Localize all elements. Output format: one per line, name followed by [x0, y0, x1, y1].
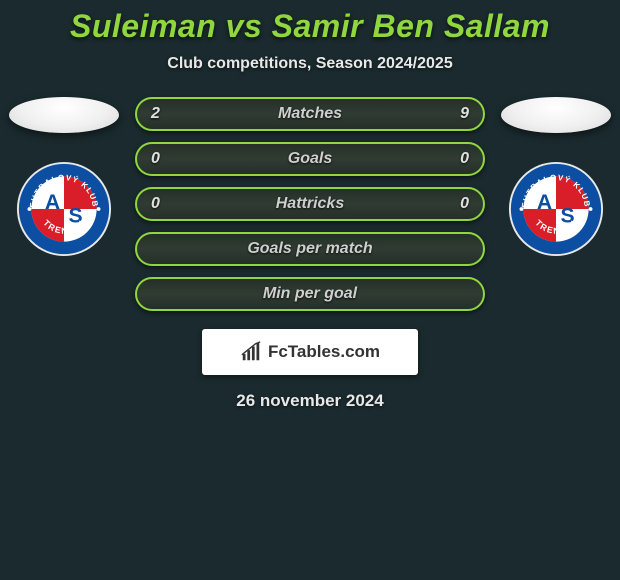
trencin-badge-icon: A S FUTBALOVÝ KLUB TRENČÍN — [16, 161, 112, 257]
stat-left-value: 0 — [151, 150, 171, 168]
stat-label: Goals — [137, 150, 483, 168]
bar-chart-icon — [240, 341, 262, 363]
right-player-column: A S FUTBALOVÝ KLUB TRENČÍN — [496, 97, 616, 257]
svg-text:A: A — [537, 191, 552, 214]
stat-label: Matches — [137, 105, 483, 123]
stat-row-matches: 2 Matches 9 — [135, 97, 485, 131]
stat-label: Goals per match — [137, 240, 483, 258]
left-player-column: A S FUTBALOVÝ KLUB TRENČÍN — [4, 97, 124, 257]
stat-right-value: 9 — [449, 105, 469, 123]
left-player-avatar-placeholder — [9, 97, 119, 133]
stat-left-value: 0 — [151, 195, 171, 213]
stat-label: Hattricks — [137, 195, 483, 213]
brand-card[interactable]: FcTables.com — [202, 329, 418, 375]
stat-right-value: 0 — [449, 150, 469, 168]
page-title: Suleiman vs Samir Ben Sallam — [0, 8, 620, 45]
trencin-badge-icon: A S FUTBALOVÝ KLUB TRENČÍN — [508, 161, 604, 257]
stat-row-goals: 0 Goals 0 — [135, 142, 485, 176]
stat-left-value: 2 — [151, 105, 171, 123]
comparison-card: Suleiman vs Samir Ben Sallam Club compet… — [0, 0, 620, 411]
subtitle: Club competitions, Season 2024/2025 — [0, 55, 620, 73]
stat-label: Min per goal — [137, 285, 483, 303]
svg-text:A: A — [45, 191, 60, 214]
stat-row-hattricks: 0 Hattricks 0 — [135, 187, 485, 221]
date-text: 26 november 2024 — [0, 391, 620, 411]
left-club-badge: A S FUTBALOVÝ KLUB TRENČÍN — [16, 161, 112, 257]
stats-column: 2 Matches 9 0 Goals 0 0 Hattricks 0 Goal… — [124, 97, 496, 311]
stat-row-min-per-goal: Min per goal — [135, 277, 485, 311]
stat-row-goals-per-match: Goals per match — [135, 232, 485, 266]
right-player-avatar-placeholder — [501, 97, 611, 133]
stat-right-value: 0 — [449, 195, 469, 213]
right-club-badge: A S FUTBALOVÝ KLUB TRENČÍN — [508, 161, 604, 257]
main-row: A S FUTBALOVÝ KLUB TRENČÍN 2 — [0, 97, 620, 311]
brand-text: FcTables.com — [268, 342, 380, 362]
